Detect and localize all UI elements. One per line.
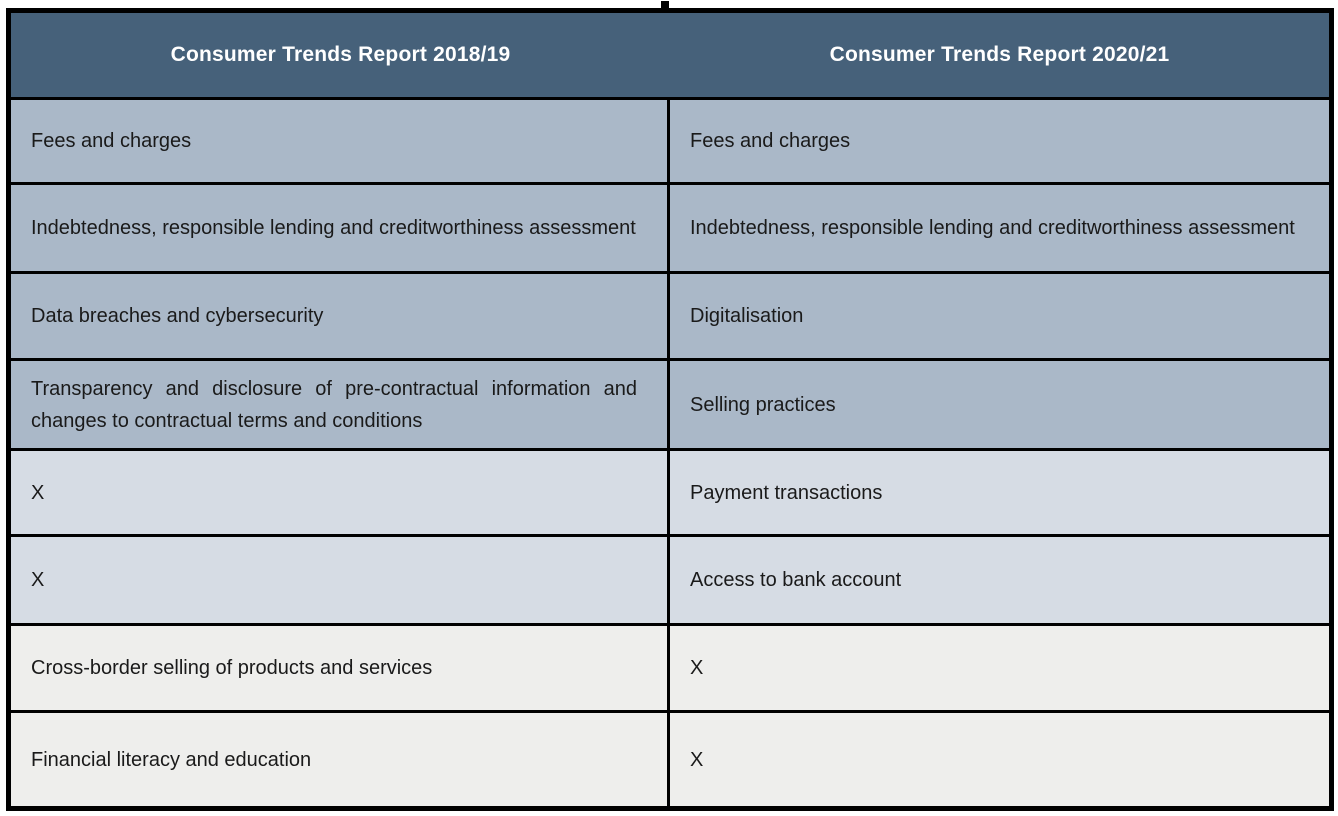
cell-report-2018-19: Data breaches and cybersecurity xyxy=(11,274,670,358)
cell-report-2018-19: Financial literacy and education xyxy=(11,713,670,806)
cell-text: X xyxy=(31,481,45,504)
cell-text: Transparency and disclosure of pre-contr… xyxy=(31,377,637,432)
cell-report-2018-19: Transparency and disclosure of pre-contr… xyxy=(11,361,670,448)
table-body: Fees and charges Fees and charges Indebted… xyxy=(11,97,1329,806)
cell-text: Fees and charges xyxy=(690,130,851,152)
cell-text: Financial literacy and education xyxy=(31,748,312,771)
cell-report-2020-21: Indebtedness, responsible lending and cr… xyxy=(670,185,1329,271)
cell-text: Cross-border selling of products and ser… xyxy=(31,657,433,679)
cell-report-2020-21: Selling practices xyxy=(670,361,1329,448)
table-row: X Payment transactions xyxy=(11,448,1329,534)
cell-report-2020-21: Payment transactions xyxy=(670,451,1329,534)
cell-report-2018-19: X xyxy=(11,451,670,534)
cell-report-2020-21: X xyxy=(670,626,1329,710)
table-row: X Access to bank account xyxy=(11,534,1329,623)
table-row: Transparency and disclosure of pre-contr… xyxy=(11,358,1329,448)
cell-text: Payment transactions xyxy=(690,481,883,504)
cell-text: X xyxy=(690,748,704,771)
cell-text: Digitalisation xyxy=(690,305,804,327)
column-header-report-2020-21: Consumer Trends Report 2020/21 xyxy=(829,43,1170,66)
cell-report-2020-21: Access to bank account xyxy=(670,537,1329,623)
table-row: Data breaches and cybersecurity Digitalis… xyxy=(11,271,1329,358)
cell-report-2020-21: X xyxy=(670,713,1329,806)
cell-report-2018-19: Indebtedness, responsible lending and cr… xyxy=(11,185,670,271)
cell-report-2018-19: X xyxy=(11,537,670,623)
table-row: Indebtedness, responsible lending and cr… xyxy=(11,182,1329,271)
comparison-table: Consumer Trends Report 2018/19 Consumer … xyxy=(6,8,1334,811)
cell-report-2020-21: Digitalisation xyxy=(670,274,1329,358)
cell-text: Fees and charges xyxy=(31,130,192,152)
cell-report-2020-21: Fees and charges xyxy=(670,100,1329,182)
table-row: Financial literacy and education X xyxy=(11,710,1329,806)
cell-text: Indebtedness, responsible lending and cr… xyxy=(31,217,636,239)
stray-mark xyxy=(661,1,669,9)
cell-text: X xyxy=(31,569,45,591)
cell-text: Indebtedness, responsible lending and cr… xyxy=(690,217,1295,239)
cell-text: Access to bank account xyxy=(690,569,902,591)
cell-text: X xyxy=(690,657,704,679)
cell-report-2018-19: Cross-border selling of products and ser… xyxy=(11,626,670,710)
cell-text: Data breaches and cybersecurity xyxy=(31,305,324,327)
cell-report-2018-19: Fees and charges xyxy=(11,100,670,182)
cell-text: Selling practices xyxy=(690,393,836,416)
table-row: Fees and charges Fees and charges xyxy=(11,97,1329,182)
column-header-report-2018-19: Consumer Trends Report 2018/19 xyxy=(170,43,511,66)
table-header-row: Consumer Trends Report 2018/19 Consumer … xyxy=(11,13,1329,97)
table-row: Cross-border selling of products and ser… xyxy=(11,623,1329,710)
